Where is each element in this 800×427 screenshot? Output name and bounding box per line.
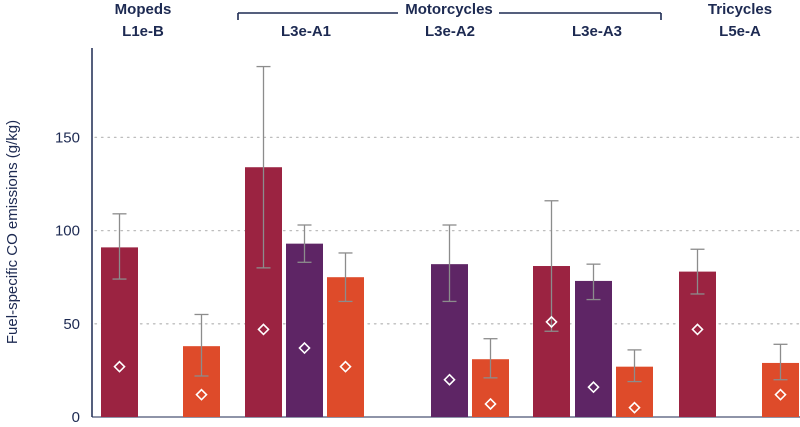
mean-marker [443,373,456,386]
y-tick-label: 50 [63,316,80,333]
category-group-label: Mopeds [115,1,172,18]
mean-marker [195,388,208,401]
bracket-label: Motorcycles [405,1,493,18]
y-tick-label: 150 [55,129,80,146]
bar [286,243,323,417]
mean-marker [298,341,311,355]
mean-marker [774,388,787,401]
category-code-label: L3e-A1 [281,23,331,40]
category-code-label: L5e-A [719,23,761,40]
y-axis-title: Fuel-specific CO emissions (g/kg) [4,120,21,344]
mean-marker [691,323,704,336]
mean-marker [113,360,126,373]
mean-marker [628,401,641,414]
bar [575,280,612,417]
category-group-label: Tricycles [708,1,772,18]
y-tick-label: 100 [55,223,80,240]
y-tick-label: 0 [72,409,80,426]
y-tick-labels: 0 50 100 150 [55,129,80,426]
bar [679,271,716,417]
category-code-label: L3e-A3 [572,23,622,40]
category-code-label: L3e-A2 [425,23,475,40]
mean-marker [484,397,497,411]
bars [101,65,799,417]
category-code-label: L1e-B [122,23,164,40]
mean-marker [587,381,600,394]
motorcycles-bracket: Motorcycles [237,1,662,20]
category-labels: Mopeds L1e-B L3e-A1 L3e-A2 L3e-A3 Tricycles L5… [115,1,772,40]
mean-marker [545,315,558,329]
mean-marker [257,323,270,336]
mean-marker [339,360,352,373]
